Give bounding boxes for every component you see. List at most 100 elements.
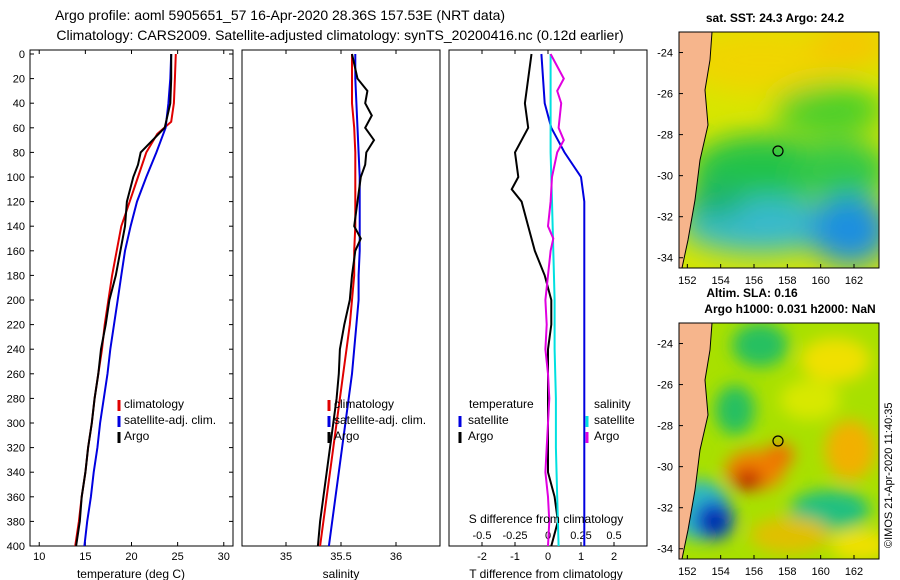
- temperature-series-argo: [75, 54, 173, 546]
- sla-map-frame: [678, 322, 880, 560]
- map-lon-tick-label: 158: [778, 275, 796, 287]
- map-lat-tick-label: -32: [657, 212, 673, 224]
- sla-map-field: [679, 323, 879, 559]
- sst-map-title: sat. SST: 24.3 Argo: 24.2: [706, 11, 845, 25]
- map-lon-tick-label: 160: [811, 566, 829, 578]
- salinity-plot-frame: [241, 49, 441, 547]
- salinity-series-climatology: [319, 54, 357, 546]
- temperature-xtick-label: 25: [172, 551, 184, 563]
- difference-legend: temperature satellite Argo salinity sate…: [458, 397, 635, 443]
- map-lat-tick-label: -26: [657, 89, 673, 101]
- difference-xtick-label: -2: [477, 551, 487, 563]
- difference-panel: -2 -1 0 1 2 -0.5 -0.25 0 0.25 0.5 temperature sa…: [448, 49, 648, 580]
- depth-tick-label: 60: [13, 123, 25, 135]
- sla-land: [679, 323, 712, 559]
- depth-tick-label: 140: [7, 221, 25, 233]
- map-lon-tick-label: 158: [778, 566, 796, 578]
- sla-profile-marker: [772, 435, 784, 447]
- difference-series-t-argo: [510, 53, 559, 546]
- sst-coastline: [681, 32, 713, 268]
- map-lat-tick-label: -28: [657, 421, 673, 433]
- salinity-xlabel: salinity: [323, 567, 360, 580]
- map-lon-tick-label: 152: [678, 566, 696, 578]
- difference-xtick-label: 0: [545, 551, 551, 563]
- sla-map-title-line2: Argo h1000: 0.031 h2000: NaN: [704, 302, 875, 316]
- map-lat-tick-label: -26: [657, 380, 673, 392]
- map-lon-tick-label: 154: [711, 566, 729, 578]
- s-difference-label: S difference from climatology: [469, 512, 624, 526]
- depth-tick-label: 260: [7, 369, 25, 381]
- depth-tick-label: 360: [7, 492, 25, 504]
- legend-argo-label: Argo: [334, 429, 360, 443]
- t-difference-xlabel: T difference from climatology: [469, 567, 623, 580]
- temperature-xtick-label: 15: [79, 551, 91, 563]
- map-lat-tick-label: -30: [657, 462, 673, 474]
- legend-s-argo-label: Argo: [594, 429, 620, 443]
- depth-tick-label: 220: [7, 320, 25, 332]
- temperature-legend: climatology satellite-adj. clim. Argo: [117, 397, 216, 443]
- depth-tick-label: 100: [7, 172, 25, 184]
- difference-xtick-label: 1: [578, 551, 584, 563]
- sst-map-frame: [678, 31, 880, 269]
- figure-title-line2: Climatology: CARS2009. Satellite-adjuste…: [56, 27, 623, 43]
- difference-series-t-satellite: [540, 53, 586, 546]
- sst-land: [679, 32, 712, 268]
- salinity-xtick-label: 35.5: [330, 551, 351, 563]
- depth-tick-label: 240: [7, 344, 25, 356]
- map-lat-tick-label: -24: [657, 48, 673, 60]
- legend-s-satellite-label: satellite: [594, 413, 635, 427]
- depth-tick-label: 380: [7, 516, 25, 528]
- difference-xtick-label: 2: [611, 551, 617, 563]
- sla-coastline: [681, 323, 713, 559]
- legend-t-satellite-label: satellite: [468, 413, 509, 427]
- figure-title-line1: Argo profile: aoml 5905651_57 16-Apr-202…: [55, 7, 505, 23]
- map-lon-tick-label: 156: [745, 566, 763, 578]
- s-difference-tick-label: 0.25: [570, 530, 591, 542]
- sst-map-field: [679, 32, 879, 268]
- salinity-series-argo: [316, 53, 376, 546]
- depth-tick-label: 40: [13, 98, 25, 110]
- depth-tick-label: 320: [7, 443, 25, 455]
- legend-temperature-heading: temperature: [469, 397, 534, 411]
- s-difference-tick-label: 0.5: [606, 530, 621, 542]
- legend-satellite-label: satellite-adj. clim.: [124, 413, 216, 427]
- map-lat-tick-label: -24: [657, 339, 673, 351]
- depth-tick-label: 160: [7, 246, 25, 258]
- depth-tick-label: 20: [13, 74, 25, 86]
- sla-map: Altim. SLA: 0.16 Argo h1000: 0.031 h2000…: [657, 286, 880, 578]
- map-lon-tick-label: 162: [845, 566, 863, 578]
- temperature-plot-frame: [29, 49, 234, 547]
- temperature-panel: 0204060801001201401601802002202402602803…: [7, 49, 647, 580]
- depth-tick-label: 280: [7, 393, 25, 405]
- salinity-panel: 35 35.5 36 climatology satellite-adj. clim…: [241, 49, 441, 580]
- difference-xtick-label: -1: [510, 551, 520, 563]
- map-lon-tick-label: 162: [845, 275, 863, 287]
- sst-profile-marker: [772, 145, 784, 157]
- depth-tick-label: 400: [7, 541, 25, 553]
- depth-tick-label: 200: [7, 295, 25, 307]
- depth-tick-label: 300: [7, 418, 25, 430]
- legend-t-argo-label: Argo: [468, 429, 494, 443]
- map-lat-tick-label: -30: [657, 171, 673, 183]
- depth-tick-label: 80: [13, 147, 25, 159]
- salinity-xtick-label: 36: [390, 551, 402, 563]
- depth-tick-label: 340: [7, 467, 25, 479]
- salinity-series-satellite-adj-clim-: [327, 54, 361, 546]
- depth-tick-label: 180: [7, 270, 25, 282]
- s-difference-tick-label: -0.25: [502, 530, 527, 542]
- imos-credit: ©IMOS 21-Apr-2020 11:40:35: [883, 403, 895, 548]
- temperature-xtick-label: 30: [218, 551, 230, 563]
- temperature-xtick-label: 10: [33, 551, 45, 563]
- map-lon-tick-label: 160: [811, 275, 829, 287]
- salinity-xtick-label: 35: [280, 551, 292, 563]
- temperature-series-satellite-adj-clim-: [83, 53, 173, 546]
- sst-map: sat. SST: 24.3 Argo: 24.2 -24 -26 -28 -30 -3…: [657, 11, 880, 287]
- legend-climatology-label: climatology: [124, 397, 184, 411]
- depth-tick-label: 0: [19, 49, 25, 61]
- s-difference-tick-label: -0.5: [473, 530, 492, 542]
- temperature-xtick-label: 20: [125, 551, 137, 563]
- map-lat-tick-label: -34: [657, 544, 673, 556]
- depth-tick-label: 120: [7, 197, 25, 209]
- map-lat-tick-label: -28: [657, 130, 673, 142]
